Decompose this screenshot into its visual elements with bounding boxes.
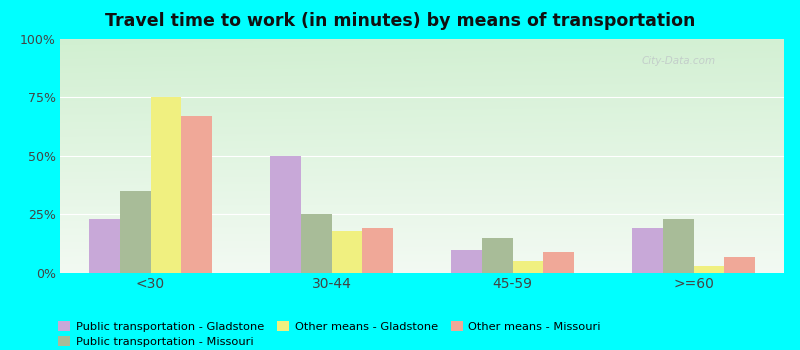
Bar (694, 266, 724, 273)
Bar (89, 219, 120, 273)
Bar (120, 191, 150, 273)
Bar (513, 261, 543, 273)
Bar (270, 156, 301, 273)
Bar (182, 116, 212, 273)
Bar (331, 231, 362, 273)
Bar (301, 214, 331, 273)
Bar (662, 219, 694, 273)
Text: City-Data.com: City-Data.com (642, 56, 716, 66)
Bar (150, 97, 182, 273)
Bar (451, 250, 482, 273)
Bar (632, 229, 662, 273)
Text: Travel time to work (in minutes) by means of transportation: Travel time to work (in minutes) by mean… (105, 12, 695, 30)
Bar (543, 252, 574, 273)
Bar (724, 257, 755, 273)
Legend: Public transportation - Gladstone, Public transportation - Missouri, Other means: Public transportation - Gladstone, Publi… (58, 321, 601, 347)
Bar (362, 229, 393, 273)
Bar (482, 238, 513, 273)
